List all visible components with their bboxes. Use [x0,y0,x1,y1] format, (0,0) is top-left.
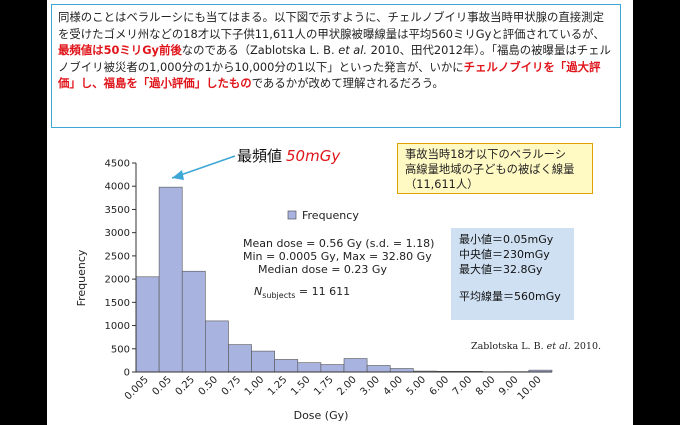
x-tick-label: 0.005 [123,374,151,402]
x-tick-label: 1.50 [289,374,313,398]
intro-highlight-mode: 最頻値は50ミリGy前後 [58,43,182,58]
x-tick-label: 0.75 [220,374,244,398]
y-tick-label: 2500 [105,251,130,262]
stats-n: Nsubjects = 11 611 [254,285,350,300]
bar-3.00 [366,365,391,373]
citation-year: 2010. [570,341,602,352]
bar-1.25 [274,359,299,373]
x-tick-label: 6.00 [428,374,452,398]
mode-arrow [171,155,236,180]
x-axis-label: Dose (Gy) [294,409,349,422]
bar-1.75 [320,364,345,373]
bar-0.005 [135,276,160,373]
summary-max: 最大値＝32.8Gy [459,263,543,276]
bar-0.50 [205,320,229,373]
y-tick-label: 4500 [105,159,130,170]
stats-min-max: Min = 0.0005 Gy, Max = 32.80 Gy [243,250,432,263]
mode-annotation: 最頻値 50mGy [237,145,340,166]
y-axis-label: Frequency [75,249,88,306]
intro-text-box: 同様のことはベラルーシにも当てはまる。以下図で示すように、チェルノブイリ事故当時… [51,4,621,128]
x-tick-label: 3.00 [358,374,382,398]
population-note-line3: （11,611人） [405,178,479,191]
citation-authors: Zablotska L. B. [471,341,547,352]
x-tick-label: 2.00 [335,374,359,398]
x-tick-label: 4.00 [382,374,406,398]
y-tick-label: 1000 [105,321,130,332]
intro-text-3: 2010、田代2012年）。「福島の被曝量はチェルノブイリ被災者の1,000分の… [58,43,611,74]
y-tick-label: 0 [124,368,130,379]
intro-text-1: 同様のことはベラルーシにも当てはまる。以下図で示すように、チェルノブイリ事故当時… [58,10,605,41]
y-tick-label: 4000 [105,182,130,193]
bar-0.75 [228,344,252,373]
legend-swatch [287,210,297,220]
x-tick-label: 8.00 [474,374,498,398]
summary-median: 中央値＝230mGy [459,248,550,261]
citation-etal: et al. [546,341,571,352]
bar-1.50 [297,362,322,373]
x-tick-label: 5.00 [405,374,429,398]
bar-0.05 [158,186,183,373]
chart-stats: Mean dose = 0.56 Gy (s.d. = 1.18) Min = … [243,237,434,300]
summary-stats-box: 最小値＝0.05mGy 中央値＝230mGy 最大値＝32.8Gy 平均線量＝5… [451,228,574,320]
population-note-line2: 高線量地域の子どもの被ばく線量 [405,163,575,176]
x-tick-label: 10.00 [516,374,544,402]
y-tick-label: 1500 [105,298,130,309]
population-note-line1: 事故当時18才以下のベラルーシ [405,148,567,161]
summary-mean: 平均線量＝560mGy [459,290,561,303]
y-tick-label: 3000 [105,228,130,239]
intro-text-2: なのである（Zablotska L. B. [181,43,339,58]
legend-label: Frequency [302,209,359,222]
y-tick-label: 2000 [105,275,130,286]
bar-0.25 [181,270,206,373]
x-tick-label: 1.00 [243,374,267,398]
intro-text-4: であるかが改めて理解されるだろう。 [251,76,444,91]
y-tick-label: 3500 [105,205,130,216]
intro-highlight-evaluation: チェルノブイリを「過大評価」し、福島を「過小評価」したもの [58,59,601,91]
x-tick-label: 1.75 [312,374,336,398]
slide: 同様のことはベラルーシにも当てはまる。以下図で示すように、チェルノブイリ事故当時… [47,0,633,425]
y-tick-label: 500 [111,344,130,355]
dose-histogram: 0 500 1000 1500 2000 2500 3000 3500 4000 4500 0.0… [75,155,553,422]
chart-citation: Zablotska L. B. et al. 2010. [471,341,601,352]
bar-2.00 [343,358,368,373]
x-tick-label: 7.00 [451,374,475,398]
x-tick-label: 1.25 [266,374,290,398]
x-tick-label: 0.50 [197,374,221,398]
mode-annotation-value: 50mGy [286,147,341,165]
x-tick-label: 0.25 [174,374,198,398]
bar-1.00 [251,350,275,373]
x-tick-label: 0.05 [150,374,174,398]
intro-etal: et al. [338,43,368,58]
mode-annotation-label: 最頻値 [237,147,283,165]
stats-median: Median dose = 0.23 Gy [258,263,387,276]
summary-min: 最小値＝0.05mGy [459,233,554,246]
population-note-box: 事故当時18才以下のベラルーシ 高線量地域の子どもの被ばく線量 （11,611人… [397,143,593,194]
stats-mean: Mean dose = 0.56 Gy (s.d. = 1.18) [243,237,434,250]
bar-4.00 [389,368,414,373]
